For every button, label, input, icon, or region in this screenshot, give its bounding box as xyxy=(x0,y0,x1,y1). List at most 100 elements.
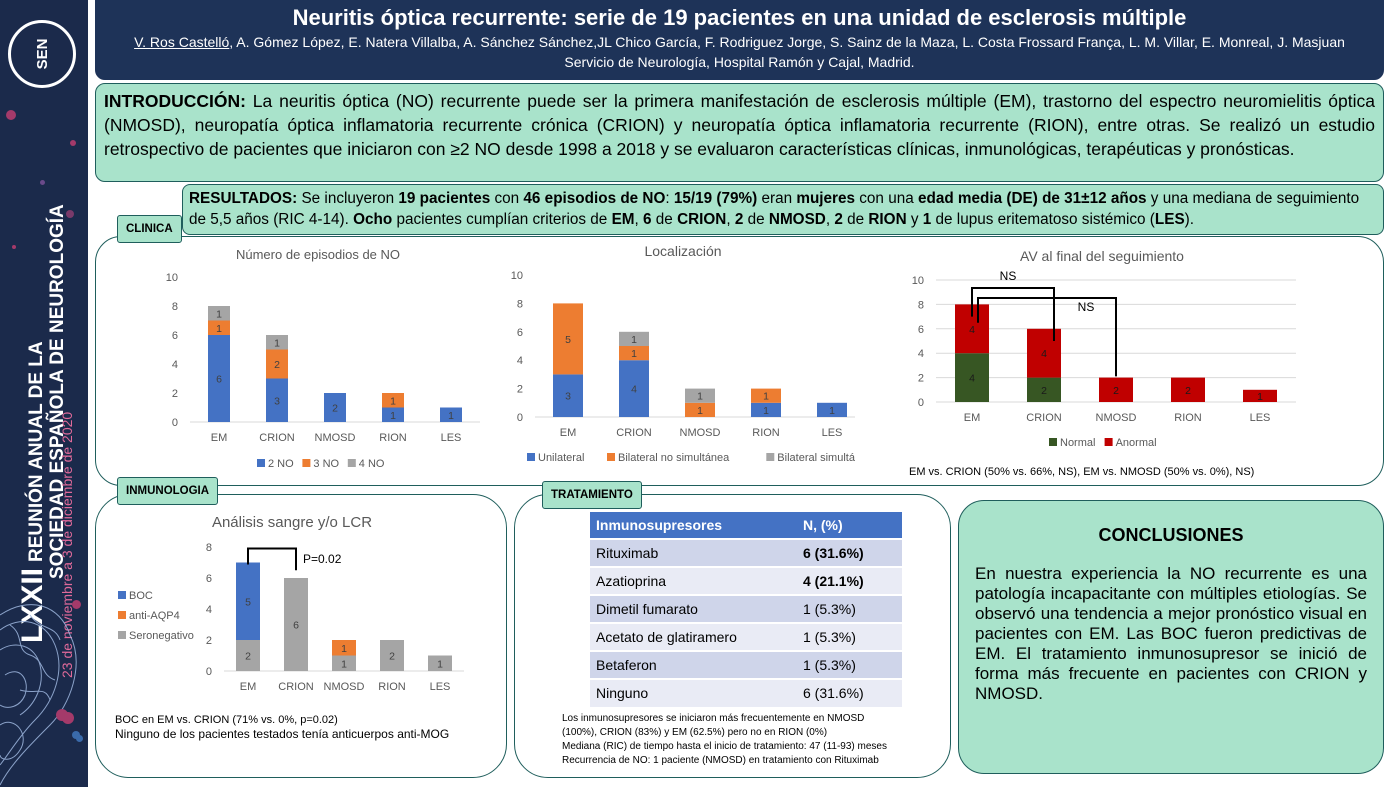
legend-label: anti-AQP4 xyxy=(129,610,180,622)
treatment-value: 4 (21.1%) xyxy=(797,566,902,595)
results-box: RESULTADOS: Se incluyeron 19 pacientes c… xyxy=(182,184,1384,235)
bar-segment xyxy=(284,578,308,671)
results-bold: EM xyxy=(611,211,635,228)
av-note: EM vs. CRION (50% vs. 66%, NS), EM vs. N… xyxy=(909,466,1255,478)
bar-segment xyxy=(236,562,260,640)
legend-swatch xyxy=(607,453,615,461)
significance-label: P=0.02 xyxy=(303,552,342,566)
x-tick-label: CRION xyxy=(259,432,295,444)
conclusions-box: CONCLUSIONES En nuestra experiencia la N… xyxy=(958,500,1384,774)
legend-label: Seronegativo xyxy=(129,630,194,642)
bar-segment xyxy=(685,388,715,403)
sidebar: SEN LXXIIREUNIÓN ANUAL DE LA SOCIEDAD ES… xyxy=(0,0,88,787)
intro-label: INTRODUCCIÓN: xyxy=(104,91,246,111)
data-label: 1 xyxy=(448,410,454,422)
bar-segment xyxy=(382,393,404,408)
intro-text: La neuritis óptica (NO) recurrente puede… xyxy=(104,91,1375,159)
table-row: Betaferon 1 (5.3%) xyxy=(590,650,902,679)
legend-swatch xyxy=(1104,438,1113,446)
x-tick-label: CRION xyxy=(616,427,652,439)
bar-segment xyxy=(817,402,847,417)
bar-segment xyxy=(332,640,356,656)
legend-label: Unilateral xyxy=(538,452,584,464)
y-tick-label: 0 xyxy=(517,412,523,424)
treatment-note-3: Mediana (RIC) de tiempo hasta el inicio … xyxy=(562,741,887,752)
y-tick-label: 4 xyxy=(918,348,924,360)
x-tick-label: LES xyxy=(822,427,843,439)
legend-label: 4 NO xyxy=(359,458,385,470)
x-tick-label: RION xyxy=(379,432,407,444)
legend-label: 3 NO xyxy=(313,458,339,470)
results-text: , xyxy=(726,211,735,228)
bar-segment xyxy=(440,407,462,422)
data-label: 2 xyxy=(389,651,395,663)
data-label: 1 xyxy=(437,658,443,670)
y-tick-label: 10 xyxy=(511,270,523,282)
legend-label: Bilateral no simultánea xyxy=(618,452,730,464)
brain-illustration xyxy=(0,604,80,786)
treatment-value: 1 (5.3%) xyxy=(797,622,902,651)
data-label: 2 xyxy=(1185,385,1191,397)
other-authors: , A. Gómez López, E. Natera Villalba, A.… xyxy=(229,34,1345,50)
data-label: 6 xyxy=(216,374,222,386)
legend-swatch xyxy=(766,453,775,461)
table-header: Inmunosupresores xyxy=(590,512,797,539)
legend-swatch xyxy=(118,611,126,619)
data-label: 1 xyxy=(697,391,703,403)
poster-title: Neuritis óptica recurrente: serie de 19 … xyxy=(292,5,1187,30)
x-tick-label: EM xyxy=(211,432,228,444)
data-label: 4 xyxy=(969,324,975,336)
data-label: 4 xyxy=(631,384,637,396)
y-tick-label: 4 xyxy=(172,359,178,371)
legend-label: Normal xyxy=(1060,437,1095,449)
bar-segment xyxy=(332,655,356,671)
chart-title: Número de episodios de NO xyxy=(236,247,400,262)
authors: V. Ros Castelló, A. Gómez López, E. Nate… xyxy=(96,33,1383,52)
legend-swatch xyxy=(1049,438,1057,446)
results-text: , xyxy=(634,211,644,228)
data-label: 1 xyxy=(216,323,222,335)
data-label: 2 xyxy=(332,403,338,415)
inmun-note-1: BOC en EM vs. CRION (71% vs. 0%, p=0.02) xyxy=(115,714,338,726)
bar-segment xyxy=(685,402,715,417)
inmun-note-2: Ninguno de los pacientes testados tenía … xyxy=(115,727,450,741)
results-text: : xyxy=(665,190,674,207)
introduction-box: INTRODUCCIÓN: La neuritis óptica (NO) re… xyxy=(95,83,1384,182)
table-header-row: Inmunosupresores N, (%) xyxy=(590,512,902,539)
table-header: N, (%) xyxy=(797,512,902,539)
treatment-name: Betaferon xyxy=(590,650,797,679)
legend-swatch xyxy=(527,453,535,461)
bar-segment xyxy=(266,378,288,422)
legend-swatch xyxy=(257,459,265,467)
bar-segment xyxy=(208,320,230,335)
results-bold: 2 xyxy=(734,211,744,228)
legend-label: Bilateral simultánea xyxy=(777,452,855,464)
results-bold: mujeres xyxy=(796,190,856,207)
results-text: de xyxy=(842,211,869,228)
results-bold: 19 pacientes xyxy=(398,190,491,207)
data-label: 2 xyxy=(1113,385,1119,397)
results-bold: 6 xyxy=(643,211,652,228)
bar-segment xyxy=(1171,377,1205,402)
table-row: Azatioprina 4 (21.1%) xyxy=(590,566,902,595)
treatment-value: 1 (5.3%) xyxy=(797,650,902,679)
data-label: 2 xyxy=(1041,385,1047,397)
significance-bracket xyxy=(247,547,297,571)
conclusions-text: En nuestra experiencia la NO recurrente … xyxy=(975,564,1367,703)
bar-segment xyxy=(751,402,781,417)
bar-segment xyxy=(324,393,346,422)
legend-label: BOC xyxy=(129,590,153,602)
legend-label: 2 NO xyxy=(268,458,294,470)
results-text: de lupus eritematoso sistémico ( xyxy=(931,211,1155,228)
bar-segment xyxy=(266,349,288,379)
bar-segment xyxy=(553,374,583,417)
x-tick-label: RION xyxy=(378,681,406,693)
bar-segment xyxy=(380,640,404,671)
treatment-note-2: (100%), CRION (83%) y EM (62.5%) pero no… xyxy=(562,727,828,738)
chart-episodios: Número de episodios de NO 0 2 4 6 8 10 EM 6 1 1 CRI… xyxy=(166,247,480,470)
treatment-note-1: Los inmunosupresores se iniciaron más fr… xyxy=(562,713,865,724)
data-label: 3 xyxy=(565,391,571,403)
legend-label: Anormal xyxy=(1116,437,1157,449)
y-tick-label: 2 xyxy=(206,635,212,647)
y-tick-label: 8 xyxy=(172,301,178,313)
